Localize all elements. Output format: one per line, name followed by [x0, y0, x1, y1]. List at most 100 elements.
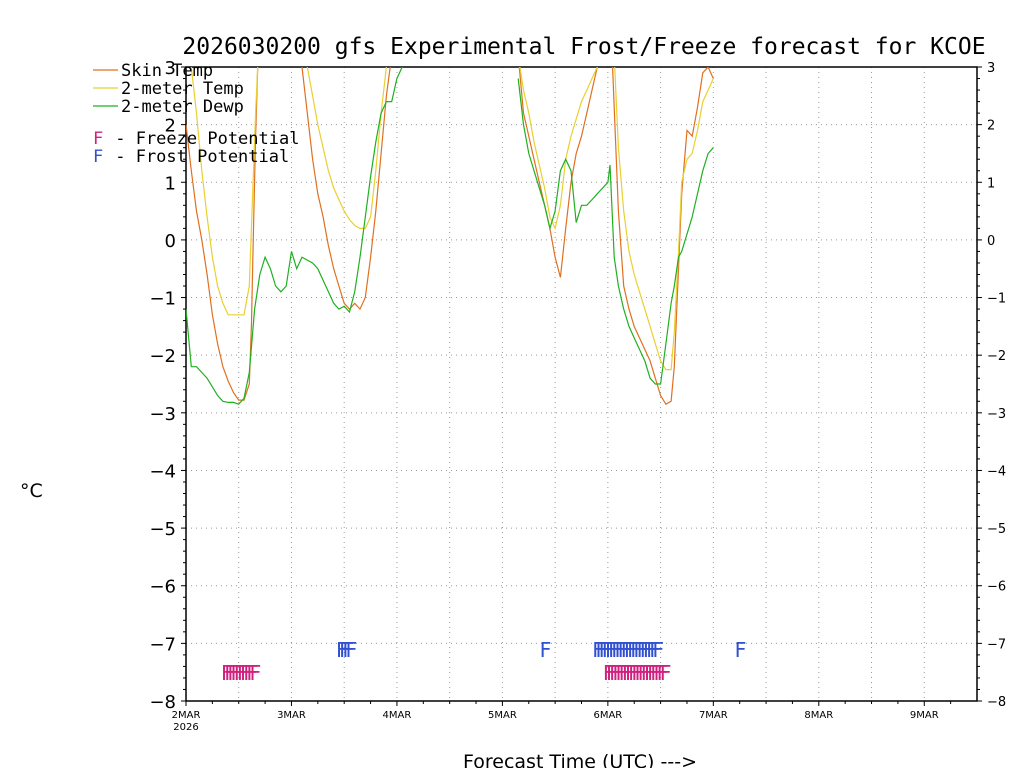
freeze-potential-marker: F [641, 661, 653, 685]
freeze-potential-marker: F [221, 661, 233, 685]
freeze-potential-marker: F [227, 661, 239, 685]
series-line-skin-temp [186, 67, 714, 406]
y-tick-label: 3 [165, 58, 176, 79]
x-tick-label: 4MAR [383, 710, 412, 721]
x-tick-label: 9MAR [910, 710, 939, 721]
legend-marker-glyph: F [93, 147, 103, 167]
freeze-potential-marker: F [615, 661, 627, 685]
plot-frame [185, 66, 978, 702]
frost-potential-marker: F [614, 638, 626, 662]
y-tick-label: −3 [149, 404, 176, 425]
freeze-potential-marker: F [249, 661, 261, 685]
frost-potential-marker: F [640, 638, 652, 662]
y-tick-label-right: −1 [987, 292, 1006, 307]
freeze-potential-marker: F [603, 661, 615, 685]
frost-potential-marker: F [624, 638, 636, 662]
freeze-potential-marker: F [618, 661, 630, 685]
y-tick-label-right: −4 [987, 464, 1006, 479]
series-line-2-meter-temp [190, 67, 714, 371]
freeze-potential-marker: F [622, 661, 634, 685]
freeze-potential-marker: F [240, 661, 252, 685]
frost-potential-marker: F [598, 638, 610, 662]
y-tick-label-right: −8 [987, 695, 1006, 710]
x-tick-label: 6MAR [593, 710, 622, 721]
series-group [186, 67, 714, 406]
freeze-potential-marker: F [612, 661, 624, 685]
y-tick-label-right: 0 [987, 234, 995, 249]
legend-label: 2-meter Temp [121, 79, 244, 99]
y-tick-label: −8 [149, 692, 176, 713]
y-tick-label-right: 2 [987, 119, 995, 134]
x-tick-label: 7MAR [699, 710, 728, 721]
y-tick-label: 1 [165, 173, 176, 194]
freeze-potential-marker: F [230, 661, 242, 685]
frost-potential-marker: F [621, 638, 633, 662]
y-tick-label: −6 [149, 577, 176, 598]
freeze-potential-marker: F [233, 661, 245, 685]
y-tick-label: 2 [165, 116, 176, 137]
frost-potential-marker: F [646, 638, 658, 662]
frost-potential-marker: F [611, 638, 623, 662]
y-tick-label-right: −6 [987, 580, 1006, 595]
y-tick-label: −4 [149, 461, 176, 482]
frost-potential-marker: F [608, 638, 620, 662]
freeze-potential-marker: F [634, 661, 646, 685]
y-tick-label: −5 [149, 519, 176, 540]
frost-potential-marker: F [345, 638, 357, 662]
frost-potential-marker: F [539, 638, 551, 662]
legend-marker-glyph: F [93, 129, 103, 149]
frost-potential-marker: F [595, 638, 607, 662]
freeze-potential-marker: F [637, 661, 649, 685]
legend-label: Skin Temp [121, 61, 213, 81]
frost-potential-marker: F [734, 638, 746, 662]
frost-potential-marker: F [636, 638, 648, 662]
freeze-potential-marker: F [625, 661, 637, 685]
frost-potential-marker: F [652, 638, 664, 662]
y-axis-label: °C [20, 480, 43, 502]
x-tick-label: 8MAR [804, 710, 833, 721]
frost-potential-marker: F [649, 638, 661, 662]
frost-potential-marker: F [617, 638, 629, 662]
frost-potential-marker: F [336, 638, 348, 662]
freeze-potential-marker: F [644, 661, 656, 685]
freeze-potential-marker: F [606, 661, 618, 685]
y-tick-label-right: −5 [987, 522, 1006, 537]
y-tick-label: 0 [165, 231, 176, 252]
frost-potential-marker: F [627, 638, 639, 662]
freeze-potential-marker: F [656, 661, 668, 685]
frost-potential-marker: F [630, 638, 642, 662]
freeze-potential-marker: F [609, 661, 621, 685]
frost-potential-marker: F [633, 638, 645, 662]
legend-marker-label: - Frost Potential [105, 147, 289, 167]
frost-potential-marker: F [602, 638, 614, 662]
y-tick-label: −2 [149, 346, 176, 367]
freeze-potential-marker: F [647, 661, 659, 685]
frost-potential-marker: F [342, 638, 354, 662]
y-tick-label-right: 3 [987, 61, 995, 76]
freeze-potential-marker: F [224, 661, 236, 685]
gridlines [186, 67, 977, 701]
series-line-2-meter-dewp [186, 67, 714, 405]
frost-potential-marker: F [339, 638, 351, 662]
y-tick-label: −7 [149, 634, 176, 655]
y-axis-ticks: −8 −8 −7 −7 −6 −6 −5 −5 −4 −4 −3 −3 −2 −2 −1 −1 0 0 1 1 2 2 3 3 [149, 58, 1006, 713]
chart-title: 2026030200 gfs Experimental Frost/Freeze… [182, 34, 985, 60]
freeze-potential-marker: F [243, 661, 255, 685]
y-tick-label-right: 1 [987, 176, 995, 191]
freeze-potential-marker: F [237, 661, 249, 685]
x-tick-sublabel: 2026 [173, 722, 198, 733]
freeze-potential-marker: F [653, 661, 665, 685]
freeze-potential-marker: F [628, 661, 640, 685]
x-tick-label: 2MAR [172, 710, 201, 721]
legend-marker-label: - Freeze Potential [105, 129, 299, 149]
frost-potential-marker: F [605, 638, 617, 662]
freeze-potential-marker: F [650, 661, 662, 685]
y-tick-label-right: −7 [987, 637, 1006, 652]
frost-potential-marker: F [643, 638, 655, 662]
x-tick-label: 5MAR [488, 710, 517, 721]
y-tick-label-right: −3 [987, 407, 1006, 422]
